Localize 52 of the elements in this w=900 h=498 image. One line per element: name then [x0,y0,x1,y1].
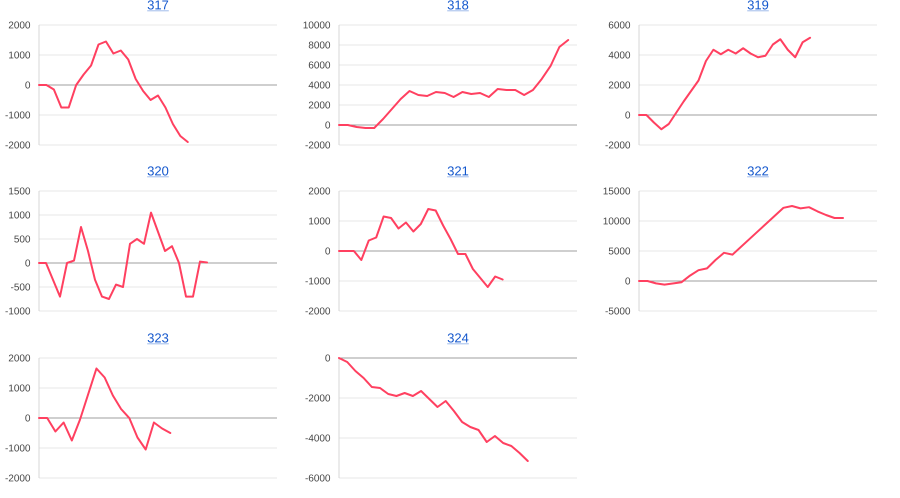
y-tick-label: -4000 [305,434,330,442]
y-tick-label: -6000 [305,474,330,482]
chart-title: 319 [748,0,768,10]
chart-title: 323 [148,333,168,343]
chart-title: 324 [448,333,468,343]
chart-title: 317 [148,0,168,10]
chart-title: 318 [448,0,468,10]
y-tick-label: -2000 [5,141,30,149]
y-tick-label: -2000 [305,307,330,315]
chart-title: 321 [448,166,468,176]
y-tick-label: -500 [10,283,30,291]
y-tick-label: 1000 [9,211,30,219]
y-tick-label: 2000 [308,101,330,109]
chart-title: 320 [148,166,168,176]
y-tick-label: 6000 [308,61,330,69]
y-tick-label: 0 [25,259,30,267]
chart-title: 322 [748,166,768,176]
line-series [38,40,189,143]
y-tick-label: -2000 [305,394,330,402]
y-tick-label: 1500 [9,187,30,195]
line-series [338,38,570,129]
y-tick-label: -2000 [305,141,330,149]
y-tick-label: -1000 [5,111,30,119]
y-tick-label: -1000 [305,277,330,285]
y-tick-label: 1000 [9,51,30,59]
y-tick-label: 15000 [604,187,630,195]
y-tick-label: 10000 [304,21,330,29]
y-tick-label: 0 [25,414,30,422]
y-tick-label: -2000 [605,141,630,149]
y-tick-label: -5000 [605,307,630,315]
y-tick-label: 0 [325,121,330,129]
y-tick-label: 2000 [608,81,630,89]
y-tick-label: 4000 [608,51,630,59]
y-tick-label: 1000 [9,384,30,392]
y-tick-label: 6000 [608,21,630,29]
y-tick-label: -1000 [5,444,30,452]
y-tick-label: 0 [625,277,630,285]
y-tick-label: 0 [325,354,330,362]
y-tick-label: 10000 [604,217,630,225]
y-tick-label: 2000 [308,187,330,195]
y-tick-label: 2000 [8,21,30,29]
y-tick-label: 8000 [308,41,330,49]
y-tick-label: -1000 [5,307,30,315]
y-tick-label: 1000 [309,217,330,225]
y-tick-label: 500 [14,235,30,243]
y-tick-label: 0 [625,111,630,119]
y-tick-label: 0 [325,247,330,255]
y-tick-label: 2000 [8,354,30,362]
y-tick-label: 5000 [608,247,630,255]
y-tick-label: 0 [25,81,30,89]
y-tick-label: -2000 [5,474,30,482]
y-tick-label: 4000 [308,81,330,89]
